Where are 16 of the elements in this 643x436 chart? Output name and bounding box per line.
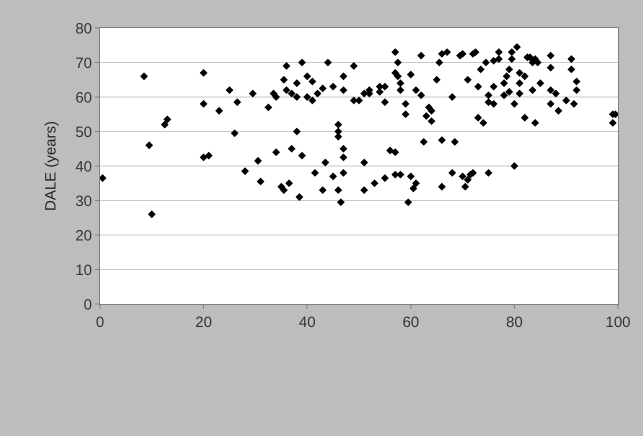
y-tick-label: 50 — [75, 124, 92, 141]
y-tick-label: 20 — [75, 227, 92, 244]
y-tick-label: 10 — [75, 262, 92, 279]
y-tick-label: 60 — [75, 89, 92, 106]
y-tick-label: 40 — [75, 158, 92, 176]
x-tick-label: 100 — [605, 314, 631, 331]
y-tick-label: 70 — [75, 54, 92, 72]
y-tick-label: 0 — [84, 296, 92, 314]
x-tick-label: 60 — [402, 314, 420, 331]
x-tick-label: 20 — [195, 314, 212, 331]
x-tick-label: 0 — [96, 314, 104, 331]
x-tick-label: 80 — [506, 314, 523, 331]
y-tick-label: 80 — [75, 20, 92, 38]
x-tick-label: 40 — [298, 314, 316, 331]
y-axis-title: DALE (years) — [42, 120, 60, 212]
y-tick-label: 30 — [75, 192, 92, 210]
